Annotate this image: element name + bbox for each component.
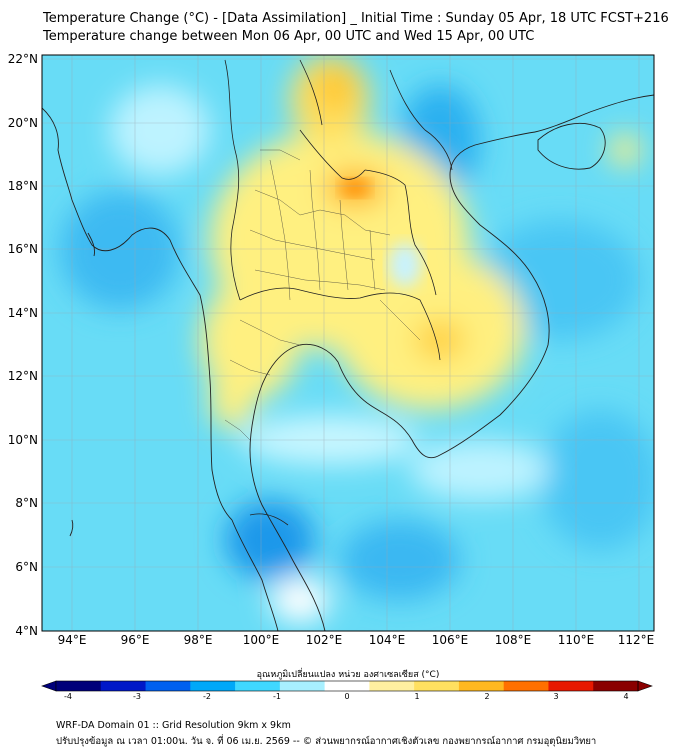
colorbar-cell — [56, 681, 102, 691]
map-title-line2: Temperature change between Mon 06 Apr, 0… — [43, 29, 535, 44]
colorbar-tick: 1 — [414, 692, 419, 701]
colorbar-cell — [279, 681, 326, 691]
coastlines — [42, 94, 654, 631]
colorbar-label: อุณหภูมิเปลี่ยนแปลง หน่วย องศาเซลเซียส (… — [257, 667, 440, 680]
lat-label: 4°N — [15, 624, 38, 638]
lat-label: 18°N — [8, 179, 38, 193]
temperature-field — [42, 55, 654, 631]
lat-label: 8°N — [15, 496, 38, 510]
lon-label: 102°E — [306, 633, 343, 647]
colorbar-tick: 0 — [344, 692, 349, 701]
colorbar-cells — [41, 680, 653, 692]
colorbar-cell — [458, 681, 505, 691]
lon-label: 108°E — [495, 633, 532, 647]
colorbar-arrow-low — [41, 680, 57, 692]
lat-label: 12°N — [8, 369, 38, 383]
colorbar-cell — [414, 681, 460, 691]
lat-label: 6°N — [15, 560, 38, 574]
lon-label: 112°E — [618, 633, 655, 647]
lon-label: 100°E — [243, 633, 280, 647]
country-borders — [224, 59, 453, 526]
colorbar-tick: -1 — [273, 692, 281, 701]
colorbar-tick: 4 — [623, 692, 628, 701]
colorbar-tick: -2 — [203, 692, 211, 701]
lat-label: 16°N — [8, 242, 38, 256]
lat-label: 10°N — [8, 433, 38, 447]
colorbar-cell — [503, 681, 549, 691]
colorbar-tick: 3 — [553, 692, 558, 701]
graticule — [42, 55, 654, 631]
lon-label: 96°E — [121, 633, 150, 647]
colorbar-cell — [100, 681, 147, 691]
colorbar-cell — [324, 681, 370, 691]
province-borders — [224, 149, 421, 441]
colorbar-tick: 2 — [484, 692, 489, 701]
colorbar-cell — [548, 681, 594, 691]
lon-label: 106°E — [432, 633, 469, 647]
colorbar-cell — [593, 681, 639, 691]
footer-model-info: WRF-DA Domain 01 :: Grid Resolution 9km … — [56, 720, 291, 731]
footer-credit: ปรับปรุงข้อมูล ณ เวลา 01:00น. วัน จ. ที่… — [56, 736, 597, 747]
lon-label: 110°E — [558, 633, 595, 647]
colorbar-cell — [145, 681, 191, 691]
lat-label: 14°N — [8, 306, 38, 320]
lon-label: 98°E — [184, 633, 213, 647]
colorbar-cell — [369, 681, 415, 691]
colorbar-border — [55, 680, 639, 692]
colorbar-tick: -4 — [64, 692, 72, 701]
colorbar-cell — [190, 681, 236, 691]
lat-label: 22°N — [8, 52, 38, 66]
colorbar-cell — [235, 681, 281, 691]
colorbar-arrow-high — [637, 680, 653, 692]
lat-label: 20°N — [8, 116, 38, 130]
map-title-line1: Temperature Change (°C) - [Data Assimila… — [43, 11, 669, 26]
lon-label: 94°E — [58, 633, 87, 647]
colorbar-tick: -3 — [133, 692, 141, 701]
lon-label: 104°E — [369, 633, 406, 647]
map-frame — [41, 54, 655, 632]
